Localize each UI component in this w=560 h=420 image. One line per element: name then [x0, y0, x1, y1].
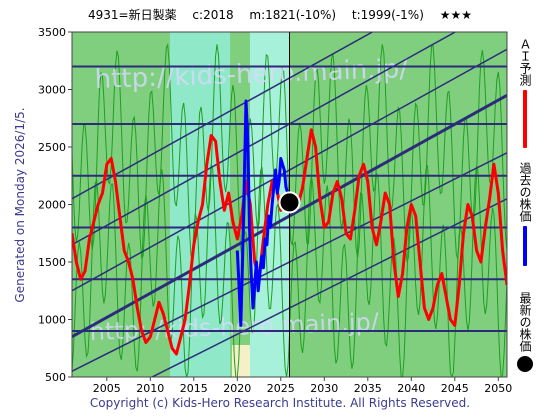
- x-tick-label: 2045: [441, 382, 469, 395]
- y-tick-label: 500: [45, 371, 66, 384]
- y-tick-label: 3500: [38, 26, 66, 39]
- x-tick-label: 2010: [136, 382, 164, 395]
- legend-ai-label: ＡＩ予測: [518, 38, 532, 86]
- x-tick-label: 2040: [397, 382, 425, 395]
- highlight-band-3: [232, 345, 250, 377]
- generated-date-label: Generated on Monday 2026/1/5.: [13, 107, 27, 303]
- guide-lines: [72, 32, 507, 377]
- y-axis-ticks: 500 1000 1500 2000 2500 3000 3500: [38, 26, 72, 384]
- x-tick-label: 2050: [484, 382, 512, 395]
- y-tick-label: 2500: [38, 141, 66, 154]
- x-axis-ticks: 2005 2010 2015 2020 2025 2030 2035 2040 2045 2050: [93, 377, 512, 395]
- legend-latest-swatch: [517, 356, 533, 372]
- x-tick-label: 2015: [180, 382, 208, 395]
- latest-point-layer: [278, 191, 301, 214]
- x-tick-label: 2020: [223, 382, 251, 395]
- y-tick-label: 2000: [38, 199, 66, 212]
- latest-price-point: [278, 191, 301, 214]
- x-tick-label: 2005: [93, 382, 121, 395]
- legend-latest-label: 最新の株価: [518, 292, 532, 352]
- legend-ai-swatch: [523, 90, 527, 148]
- legend-past: 過去の株価: [514, 162, 536, 266]
- legend-past-label: 過去の株価: [518, 162, 532, 222]
- y-tick-label: 1000: [38, 314, 66, 327]
- chart-title: 4931=新日製薬 c:2018 m:1821(-10%) t:1999(-1%…: [88, 8, 472, 22]
- x-tick-label: 2035: [354, 382, 382, 395]
- legend-latest: 最新の株価: [514, 292, 536, 372]
- y-tick-label: 1500: [38, 256, 66, 269]
- x-tick-label: 2025: [267, 382, 295, 395]
- past-price-line: [235, 99, 291, 327]
- y-tick-label: 3000: [38, 84, 66, 97]
- copyright-footer: Copyright (c) Kids-Hero Research Institu…: [89, 396, 471, 410]
- legend-ai: ＡＩ予測: [514, 38, 536, 148]
- x-tick-label: 2030: [310, 382, 338, 395]
- legend-past-swatch: [523, 226, 527, 266]
